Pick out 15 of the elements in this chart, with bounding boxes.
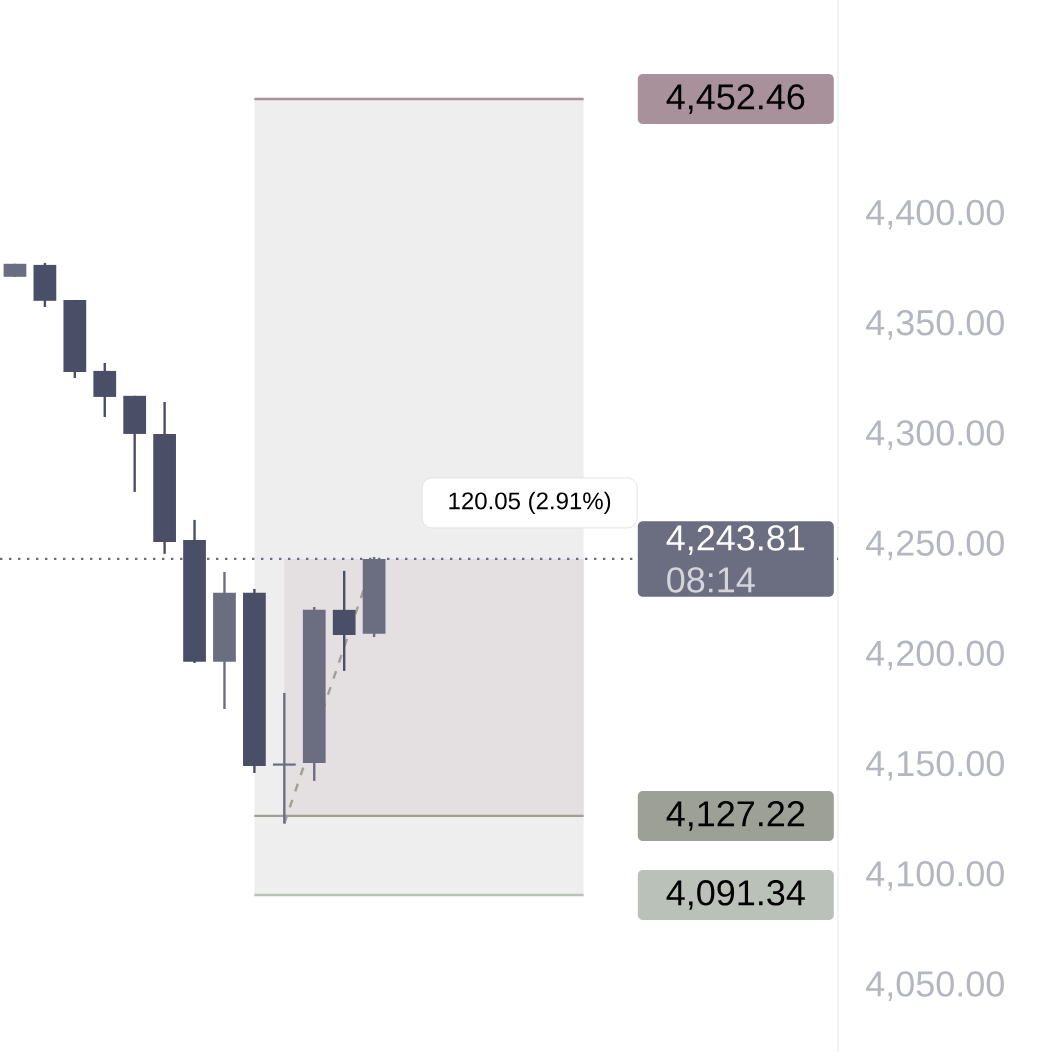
y-tick-label: 4,200.00 — [866, 640, 1004, 671]
annotation: 08:14 — [667, 567, 755, 593]
ref-line-label: 4,452.46 — [666, 84, 805, 114]
y-tick-label: 4,150.00 — [866, 750, 1004, 781]
annotation: 120.05 (2.91%) — [449, 491, 611, 515]
y-tick-label: 4,050.00 — [866, 971, 1004, 1001]
candlestick — [272, 691, 296, 825]
ref-line-label: 4,091.34 — [666, 880, 805, 910]
y-tick-label: 4,250.00 — [866, 530, 1004, 561]
ref-line-label: 4,127.22 — [666, 801, 805, 831]
y-tick-label: 4,100.00 — [866, 861, 1004, 891]
y-tick-label: 4,350.00 — [866, 309, 1004, 340]
y-tick-label: 4,400.00 — [866, 199, 1004, 230]
ref-line-label: 4,243.81 — [666, 525, 805, 555]
y-tick-label: 4,300.00 — [866, 420, 1004, 450]
